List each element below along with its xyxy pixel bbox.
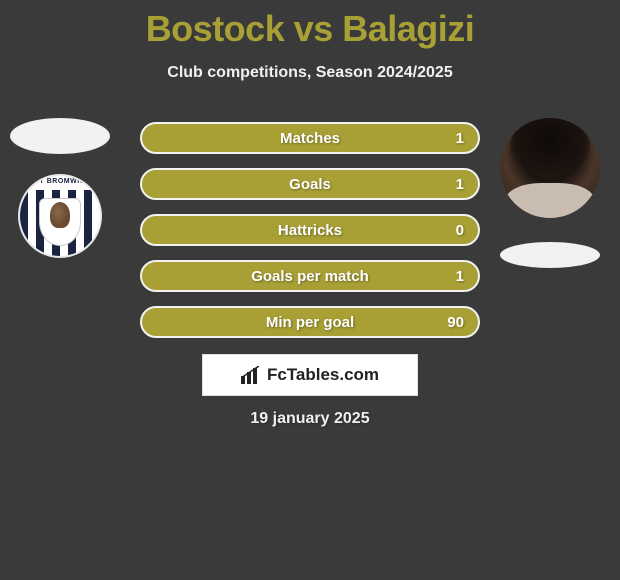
left-club-badge: EST BROMWICH xyxy=(18,174,102,258)
stat-right-value: 0 xyxy=(456,222,464,239)
bars-icon xyxy=(241,366,261,384)
right-column xyxy=(490,118,610,268)
stat-row-goals-per-match: Goals per match 1 xyxy=(140,260,480,292)
club-arc-text: EST BROMWICH xyxy=(20,178,100,185)
stat-label: Goals per match xyxy=(251,268,369,285)
stat-row-hattricks: Hattricks 0 xyxy=(140,214,480,246)
stat-right-value: 1 xyxy=(456,268,464,285)
stats-list: Matches 1 Goals 1 Hattricks 0 Goals per … xyxy=(140,122,480,338)
stat-row-goals: Goals 1 xyxy=(140,168,480,200)
stat-label: Hattricks xyxy=(278,222,342,239)
page-title: Bostock vs Balagizi xyxy=(0,0,620,50)
left-column: EST BROMWICH xyxy=(10,118,110,258)
left-player-placeholder xyxy=(10,118,110,154)
stat-right-value: 90 xyxy=(447,314,464,331)
right-club-placeholder xyxy=(500,242,600,268)
brand-text: FcTables.com xyxy=(267,365,379,385)
subtitle: Club competitions, Season 2024/2025 xyxy=(0,64,620,82)
stat-label: Min per goal xyxy=(266,314,354,331)
club-bird-icon xyxy=(50,202,70,228)
right-player-avatar xyxy=(500,118,600,218)
fctables-brand[interactable]: FcTables.com xyxy=(202,354,418,396)
stat-label: Matches xyxy=(280,130,340,147)
stat-row-min-per-goal: Min per goal 90 xyxy=(140,306,480,338)
stat-right-value: 1 xyxy=(456,176,464,193)
stat-label: Goals xyxy=(289,176,331,193)
stat-right-value: 1 xyxy=(456,130,464,147)
stat-row-matches: Matches 1 xyxy=(140,122,480,154)
date-text: 19 january 2025 xyxy=(0,410,620,428)
